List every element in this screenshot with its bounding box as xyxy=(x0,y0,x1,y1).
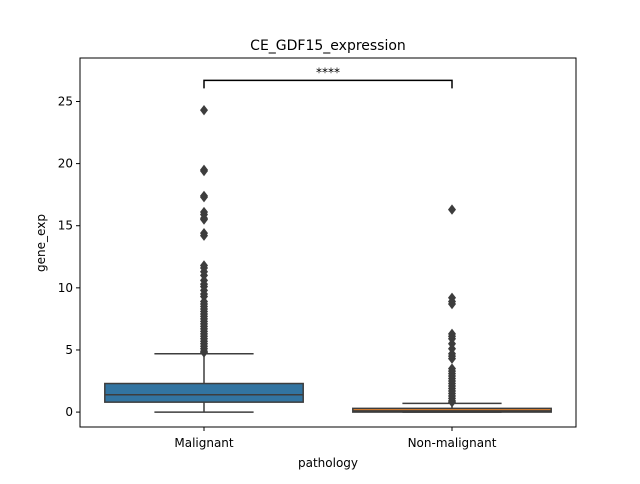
outlier-point xyxy=(200,191,208,203)
axes: 0 5 10 15 20 25 Malignant Non-malignant xyxy=(58,94,497,450)
y-tick-label: 5 xyxy=(65,343,73,357)
outlier-point xyxy=(200,230,208,241)
outlier-point xyxy=(448,298,456,310)
outlier-point xyxy=(448,353,456,364)
axes-frame xyxy=(79,57,577,428)
box-non-malignant xyxy=(352,204,552,413)
outlier-point xyxy=(200,347,208,358)
y-tick-label: 15 xyxy=(58,219,73,233)
x-tick-label: Malignant xyxy=(174,436,234,450)
box-malignant xyxy=(104,104,304,413)
outlier-point xyxy=(200,165,208,177)
y-axis-label: gene_exp xyxy=(34,214,48,272)
significance-label: **** xyxy=(316,65,340,79)
plot-area: **** xyxy=(104,65,552,413)
y-tick-label: 10 xyxy=(58,281,73,295)
y-tick-label: 20 xyxy=(58,157,73,171)
x-axis-label: pathology xyxy=(298,456,358,470)
outlier-point xyxy=(200,214,208,225)
significance-bracket xyxy=(203,79,453,89)
chart-title: CE_GDF15_expression xyxy=(250,38,406,54)
outlier-point xyxy=(200,104,208,116)
significance-annotation: **** xyxy=(203,65,453,89)
y-tick-label: 0 xyxy=(65,405,73,419)
y-tick-label: 25 xyxy=(58,94,73,108)
box-iqr xyxy=(104,382,304,403)
x-tick-label: Non-malignant xyxy=(408,436,497,450)
outlier-point xyxy=(448,204,456,215)
outlier-point xyxy=(448,396,456,408)
